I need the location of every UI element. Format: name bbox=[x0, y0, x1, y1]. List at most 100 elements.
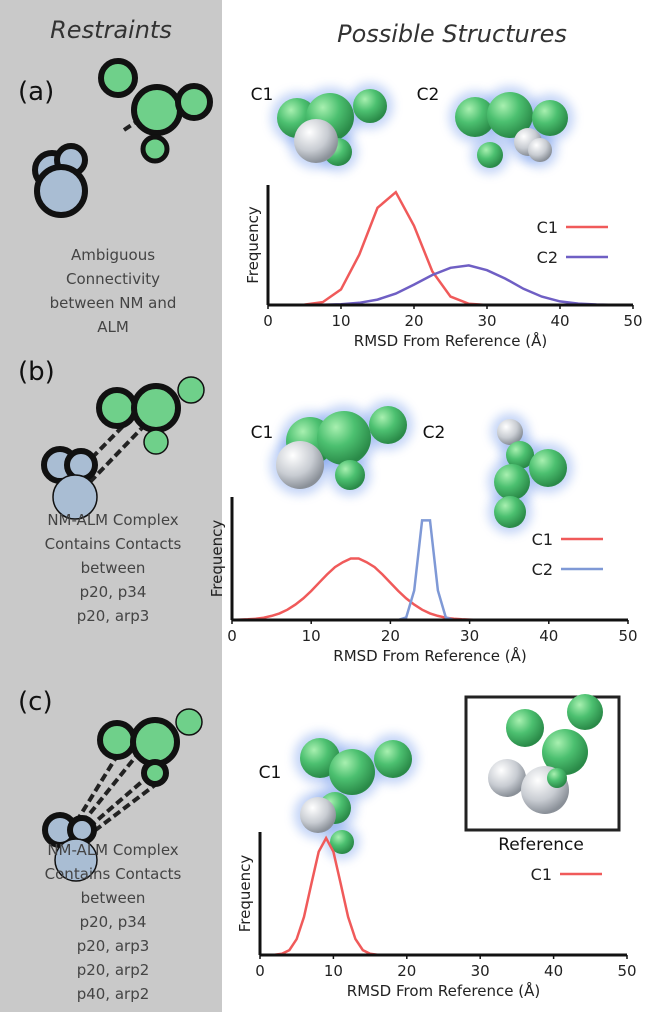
description-line: Connectivity bbox=[66, 270, 160, 288]
grey-subunit bbox=[528, 138, 552, 162]
description-line: between NM and bbox=[50, 294, 177, 312]
right-header: Possible Structures bbox=[337, 20, 567, 48]
x-tick-label: 30 bbox=[471, 962, 490, 980]
structure-label: C2 bbox=[423, 423, 446, 443]
description-line: Contains Contacts bbox=[45, 535, 182, 553]
series-line bbox=[260, 838, 627, 955]
x-tick-label: 50 bbox=[618, 627, 637, 645]
x-tick-label: 10 bbox=[331, 312, 350, 330]
green-subunit bbox=[329, 749, 375, 795]
description-line: p20, arp3 bbox=[77, 937, 150, 955]
description-line: p20, arp2 bbox=[77, 961, 150, 979]
x-tick-label: 10 bbox=[302, 627, 321, 645]
green-subunit bbox=[369, 406, 407, 444]
structure-label: C1 bbox=[251, 85, 274, 105]
left-panel bbox=[0, 0, 222, 1012]
series-line bbox=[268, 265, 633, 305]
subunit bbox=[133, 720, 177, 764]
structure-label: C1 bbox=[259, 763, 282, 783]
x-tick-label: 0 bbox=[263, 312, 273, 330]
description-line: between bbox=[81, 889, 146, 907]
description-line: p20, p34 bbox=[80, 913, 147, 931]
legend-label: C1 bbox=[532, 530, 553, 549]
subunit bbox=[144, 762, 166, 784]
structure bbox=[488, 413, 573, 534]
description-line: Ambiguous bbox=[71, 246, 155, 264]
grey-subunit bbox=[300, 797, 336, 833]
legend-label: C1 bbox=[537, 218, 558, 237]
green-subunit bbox=[335, 460, 365, 490]
subunit bbox=[134, 386, 178, 430]
x-tick-label: 40 bbox=[550, 312, 569, 330]
green-subunit bbox=[477, 142, 503, 168]
y-axis-label: Frequency bbox=[236, 855, 254, 933]
x-tick-label: 50 bbox=[623, 312, 642, 330]
green-subunit bbox=[529, 449, 567, 487]
x-tick-label: 30 bbox=[477, 312, 496, 330]
description-line: ALM bbox=[97, 318, 129, 336]
x-tick-label: 30 bbox=[460, 627, 479, 645]
subunit bbox=[178, 377, 204, 403]
legend-label: C2 bbox=[537, 248, 558, 267]
y-axis-label: Frequency bbox=[244, 206, 262, 284]
description-line: NM-ALM Complex bbox=[47, 511, 178, 529]
green-subunit bbox=[547, 768, 567, 788]
description-line: p20, arp3 bbox=[77, 607, 150, 625]
green-subunit bbox=[317, 411, 371, 465]
x-tick-label: 50 bbox=[617, 962, 636, 980]
structure-label: C2 bbox=[417, 85, 440, 105]
green-subunit bbox=[532, 100, 568, 136]
reference-label: Reference bbox=[498, 835, 584, 855]
description-line: NM-ALM Complex bbox=[47, 841, 178, 859]
structure bbox=[488, 694, 603, 814]
panel-label: (b) bbox=[18, 357, 55, 387]
grey-subunit bbox=[294, 119, 338, 163]
legend-label: C2 bbox=[532, 560, 553, 579]
structure bbox=[294, 732, 418, 860]
subunit bbox=[176, 709, 202, 735]
grey-subunit bbox=[488, 759, 526, 797]
subunit bbox=[178, 86, 210, 118]
panel-label: (a) bbox=[18, 77, 54, 107]
y-axis-label: Frequency bbox=[208, 520, 226, 598]
grey-subunit bbox=[276, 441, 324, 489]
subunit bbox=[101, 61, 135, 95]
series-line bbox=[268, 192, 633, 305]
green-subunit bbox=[494, 496, 526, 528]
structure-label: C1 bbox=[251, 423, 274, 443]
green-subunit bbox=[353, 89, 387, 123]
subunit bbox=[143, 137, 167, 161]
legend-label: C1 bbox=[531, 865, 552, 884]
structure bbox=[270, 400, 413, 496]
x-axis-label: RMSD From Reference (Å) bbox=[354, 331, 547, 350]
description-line: Contains Contacts bbox=[45, 865, 182, 883]
subunit bbox=[100, 723, 134, 757]
green-subunit bbox=[506, 709, 544, 747]
x-tick-label: 0 bbox=[227, 627, 237, 645]
subunit bbox=[37, 167, 85, 215]
description-line: between bbox=[81, 559, 146, 577]
subunit bbox=[99, 390, 135, 426]
description-line: p20, p34 bbox=[80, 583, 147, 601]
x-tick-label: 20 bbox=[381, 627, 400, 645]
x-tick-label: 10 bbox=[324, 962, 343, 980]
x-tick-label: 20 bbox=[404, 312, 423, 330]
structure bbox=[271, 83, 393, 172]
x-tick-label: 0 bbox=[255, 962, 265, 980]
green-subunit bbox=[567, 694, 603, 730]
structure bbox=[449, 86, 574, 174]
x-axis-label: RMSD From Reference (Å) bbox=[347, 981, 540, 1000]
green-subunit bbox=[374, 740, 412, 778]
green-subunit bbox=[494, 464, 530, 500]
panel-label: (c) bbox=[18, 687, 53, 717]
x-tick-label: 40 bbox=[539, 627, 558, 645]
x-tick-label: 20 bbox=[397, 962, 416, 980]
series-line bbox=[232, 559, 628, 621]
figure: Restraints Possible Structures (a) Ambigu… bbox=[0, 0, 646, 1012]
left-header: Restraints bbox=[50, 16, 172, 44]
subunit bbox=[144, 430, 168, 454]
description-line: p40, arp2 bbox=[77, 985, 150, 1003]
x-tick-label: 40 bbox=[544, 962, 563, 980]
x-axis-label: RMSD From Reference (Å) bbox=[333, 646, 526, 665]
subunit bbox=[134, 87, 180, 133]
